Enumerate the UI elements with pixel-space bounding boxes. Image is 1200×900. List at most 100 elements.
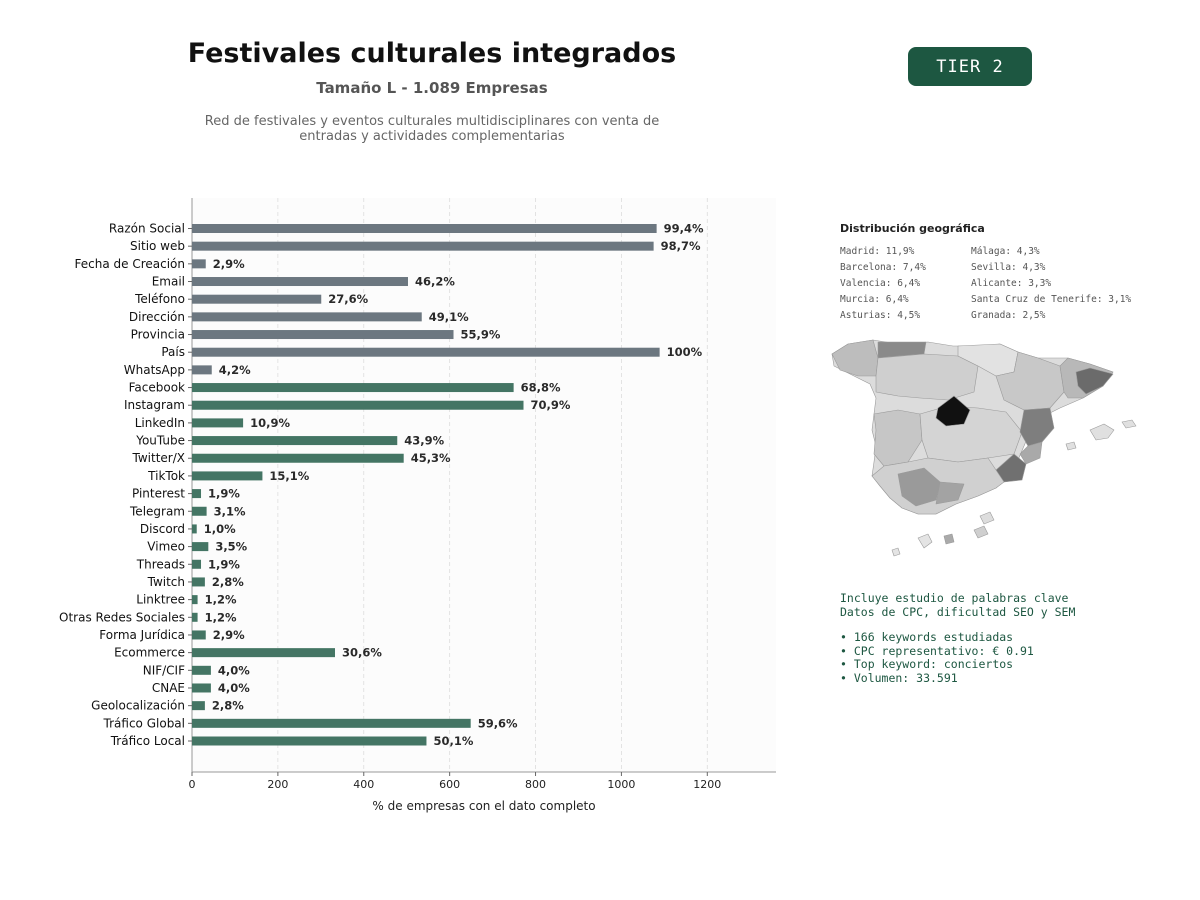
map-region — [995, 453, 1027, 483]
x-tick-label: 1200 — [693, 778, 721, 791]
y-tick-label: Discord — [140, 522, 185, 536]
geo-distribution-list: Madrid: 11,9% Málaga: 4,3% Barcelona: 7,… — [840, 246, 1160, 322]
y-tick-label: Email — [152, 275, 185, 289]
data-label: 1,2% — [205, 610, 237, 624]
bar — [192, 736, 427, 746]
y-tick-label: Linktree — [136, 593, 185, 607]
y-tick-label: Pinterest — [132, 487, 185, 501]
geo-region-item: Málaga: 4,3% — [971, 246, 1040, 257]
geo-region-item: Sevilla: 4,3% — [971, 262, 1046, 273]
map-region — [875, 353, 979, 401]
geo-region-item: Santa Cruz de Tenerife: 3,1% — [971, 294, 1132, 305]
y-tick-label: Teléfono — [134, 292, 185, 306]
data-label: 30,6% — [342, 646, 382, 660]
bar — [192, 506, 207, 516]
plot-area — [192, 198, 776, 772]
data-label: 4,0% — [218, 663, 250, 677]
bar — [192, 418, 244, 428]
bar — [192, 559, 202, 569]
data-label: 68,8% — [521, 381, 561, 395]
map-region-madrid — [935, 395, 971, 427]
map-region — [891, 547, 901, 557]
map-region — [995, 351, 1065, 411]
bar — [192, 436, 398, 446]
y-tick-label: TikTok — [147, 469, 185, 483]
map-region — [973, 525, 989, 539]
data-label: 46,2% — [415, 275, 455, 289]
bar — [192, 453, 404, 463]
bar — [192, 330, 454, 340]
data-label: 100% — [667, 345, 703, 359]
y-tick-label: Tráfico Local — [110, 734, 185, 748]
bar — [192, 577, 205, 587]
bar — [192, 648, 335, 658]
map-region — [919, 405, 1023, 463]
y-tick-label: Threads — [136, 557, 185, 571]
data-label: 70,9% — [531, 398, 571, 412]
data-label: 50,1% — [433, 734, 473, 748]
bar — [192, 347, 660, 357]
bar — [192, 259, 206, 269]
data-label: 59,6% — [478, 716, 518, 730]
bar — [192, 224, 657, 233]
bar — [192, 312, 422, 322]
geo-region-item: Granada: 2,5% — [971, 310, 1046, 321]
page-title: Festivales culturales integrados — [187, 38, 677, 69]
map-region — [917, 533, 933, 549]
y-tick-label: YouTube — [135, 434, 185, 448]
data-label: 3,1% — [214, 504, 246, 518]
y-tick-label: LinkedIn — [135, 416, 185, 430]
y-tick-label: Ecommerce — [114, 646, 185, 660]
bar — [192, 683, 211, 693]
completeness-bar-chart: 0 200 400 600 800 1000 1200 % de empresas con e… — [59, 198, 776, 813]
bar — [192, 277, 408, 287]
data-label: 1,0% — [204, 522, 236, 536]
tier-badge: TIER 2 — [908, 47, 1032, 86]
description-line: Red de festivales y eventos culturales m… — [204, 114, 660, 129]
bar — [192, 383, 514, 393]
y-tick-label: Tráfico Global — [103, 716, 185, 730]
geo-region-item: Barcelona: 7,4% — [840, 262, 926, 273]
keywords-line: Incluye estudio de palabras clave — [840, 591, 1069, 605]
y-tick-label: Forma Jurídica — [99, 628, 185, 642]
y-tick-label: NIF/CIF — [143, 663, 185, 677]
map-region — [935, 481, 965, 505]
y-tick-label: Instagram — [124, 398, 185, 412]
map-region — [1075, 367, 1114, 395]
y-tick-label: Fecha de Creación — [75, 257, 185, 271]
y-tick-label: Twitch — [147, 575, 185, 589]
data-label: 2,9% — [213, 628, 245, 642]
bar — [192, 665, 211, 675]
bar — [192, 701, 205, 711]
y-tick-label: Dirección — [129, 310, 185, 324]
data-label: 1,9% — [208, 557, 240, 571]
data-label: 1,9% — [208, 487, 240, 501]
y-tick-label: País — [161, 345, 185, 359]
bar — [192, 241, 654, 251]
x-tick-label: 400 — [353, 778, 374, 791]
data-label: 2,8% — [212, 699, 244, 713]
data-label: 43,9% — [404, 434, 444, 448]
geo-distribution-title: Distribución geográfica — [840, 222, 985, 235]
bar — [192, 542, 209, 552]
data-label: 49,1% — [429, 310, 469, 324]
y-tick-label: Geolocalización — [91, 699, 185, 713]
data-label: 45,3% — [411, 451, 451, 465]
y-tick-label: WhatsApp — [124, 363, 185, 377]
data-label: 2,9% — [213, 257, 245, 271]
map-region — [1121, 419, 1137, 429]
bar — [192, 595, 198, 605]
page-subtitle: Tamaño L - 1.089 Empresas — [316, 79, 548, 97]
bar — [192, 365, 212, 375]
keywords-line: Datos de CPC, dificultad SEO y SEM — [840, 604, 1076, 619]
spain-map — [831, 339, 1137, 557]
map-region — [1089, 423, 1115, 441]
y-tick-label: Facebook — [129, 381, 185, 395]
keywords-bullet: • 166 keywords estudiadas — [840, 630, 1014, 644]
bar — [192, 400, 524, 410]
bar — [192, 471, 263, 481]
y-tick-label: Razón Social — [109, 222, 185, 236]
x-tick-label: 600 — [439, 778, 460, 791]
x-tick-label: 1000 — [607, 778, 635, 791]
y-tick-label: Twitter/X — [132, 451, 185, 465]
